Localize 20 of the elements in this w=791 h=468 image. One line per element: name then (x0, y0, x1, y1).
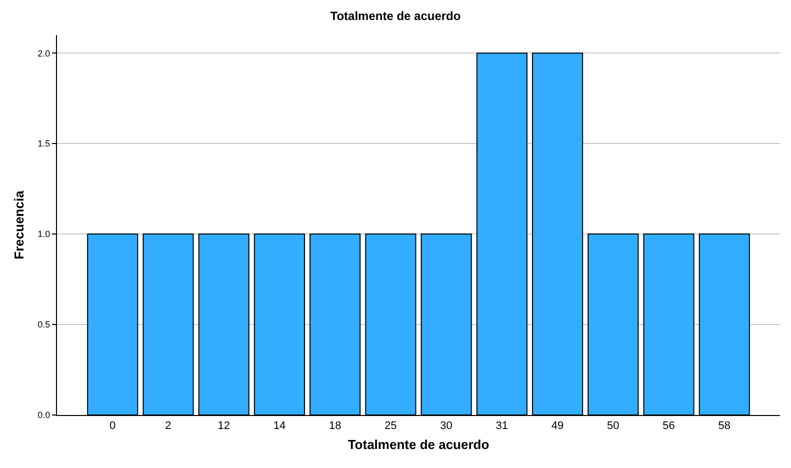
x-tick-label: 18 (328, 420, 342, 432)
y-axis-title: Frecuencia (12, 190, 27, 260)
y-tick-label: 0.0 (38, 410, 50, 420)
x-tick-label: 30 (440, 420, 452, 432)
x-tick-label: 58 (718, 420, 731, 432)
y-tick-label: 1.5 (38, 138, 50, 149)
y-tick-label: 2.0 (38, 48, 50, 58)
x-tick-label: 49 (551, 420, 564, 432)
x-tick-label: 56 (662, 420, 675, 432)
x-tick-label: 25 (384, 420, 397, 432)
x-tick-label: 50 (607, 420, 620, 432)
x-tick-label: 12 (218, 420, 230, 432)
y-tick-label: 1.0 (38, 229, 50, 240)
x-axis-title: Totalmente de acuerdo (348, 436, 490, 452)
x-tick-label: 14 (273, 420, 286, 432)
x-tick-label: 31 (496, 420, 508, 432)
y-tick-label: 0.5 (38, 320, 50, 330)
x-tick-label: 0 (110, 420, 116, 432)
chart-title: Totalmente de acuerdo (330, 9, 461, 24)
x-tick-label: 2 (165, 420, 172, 432)
